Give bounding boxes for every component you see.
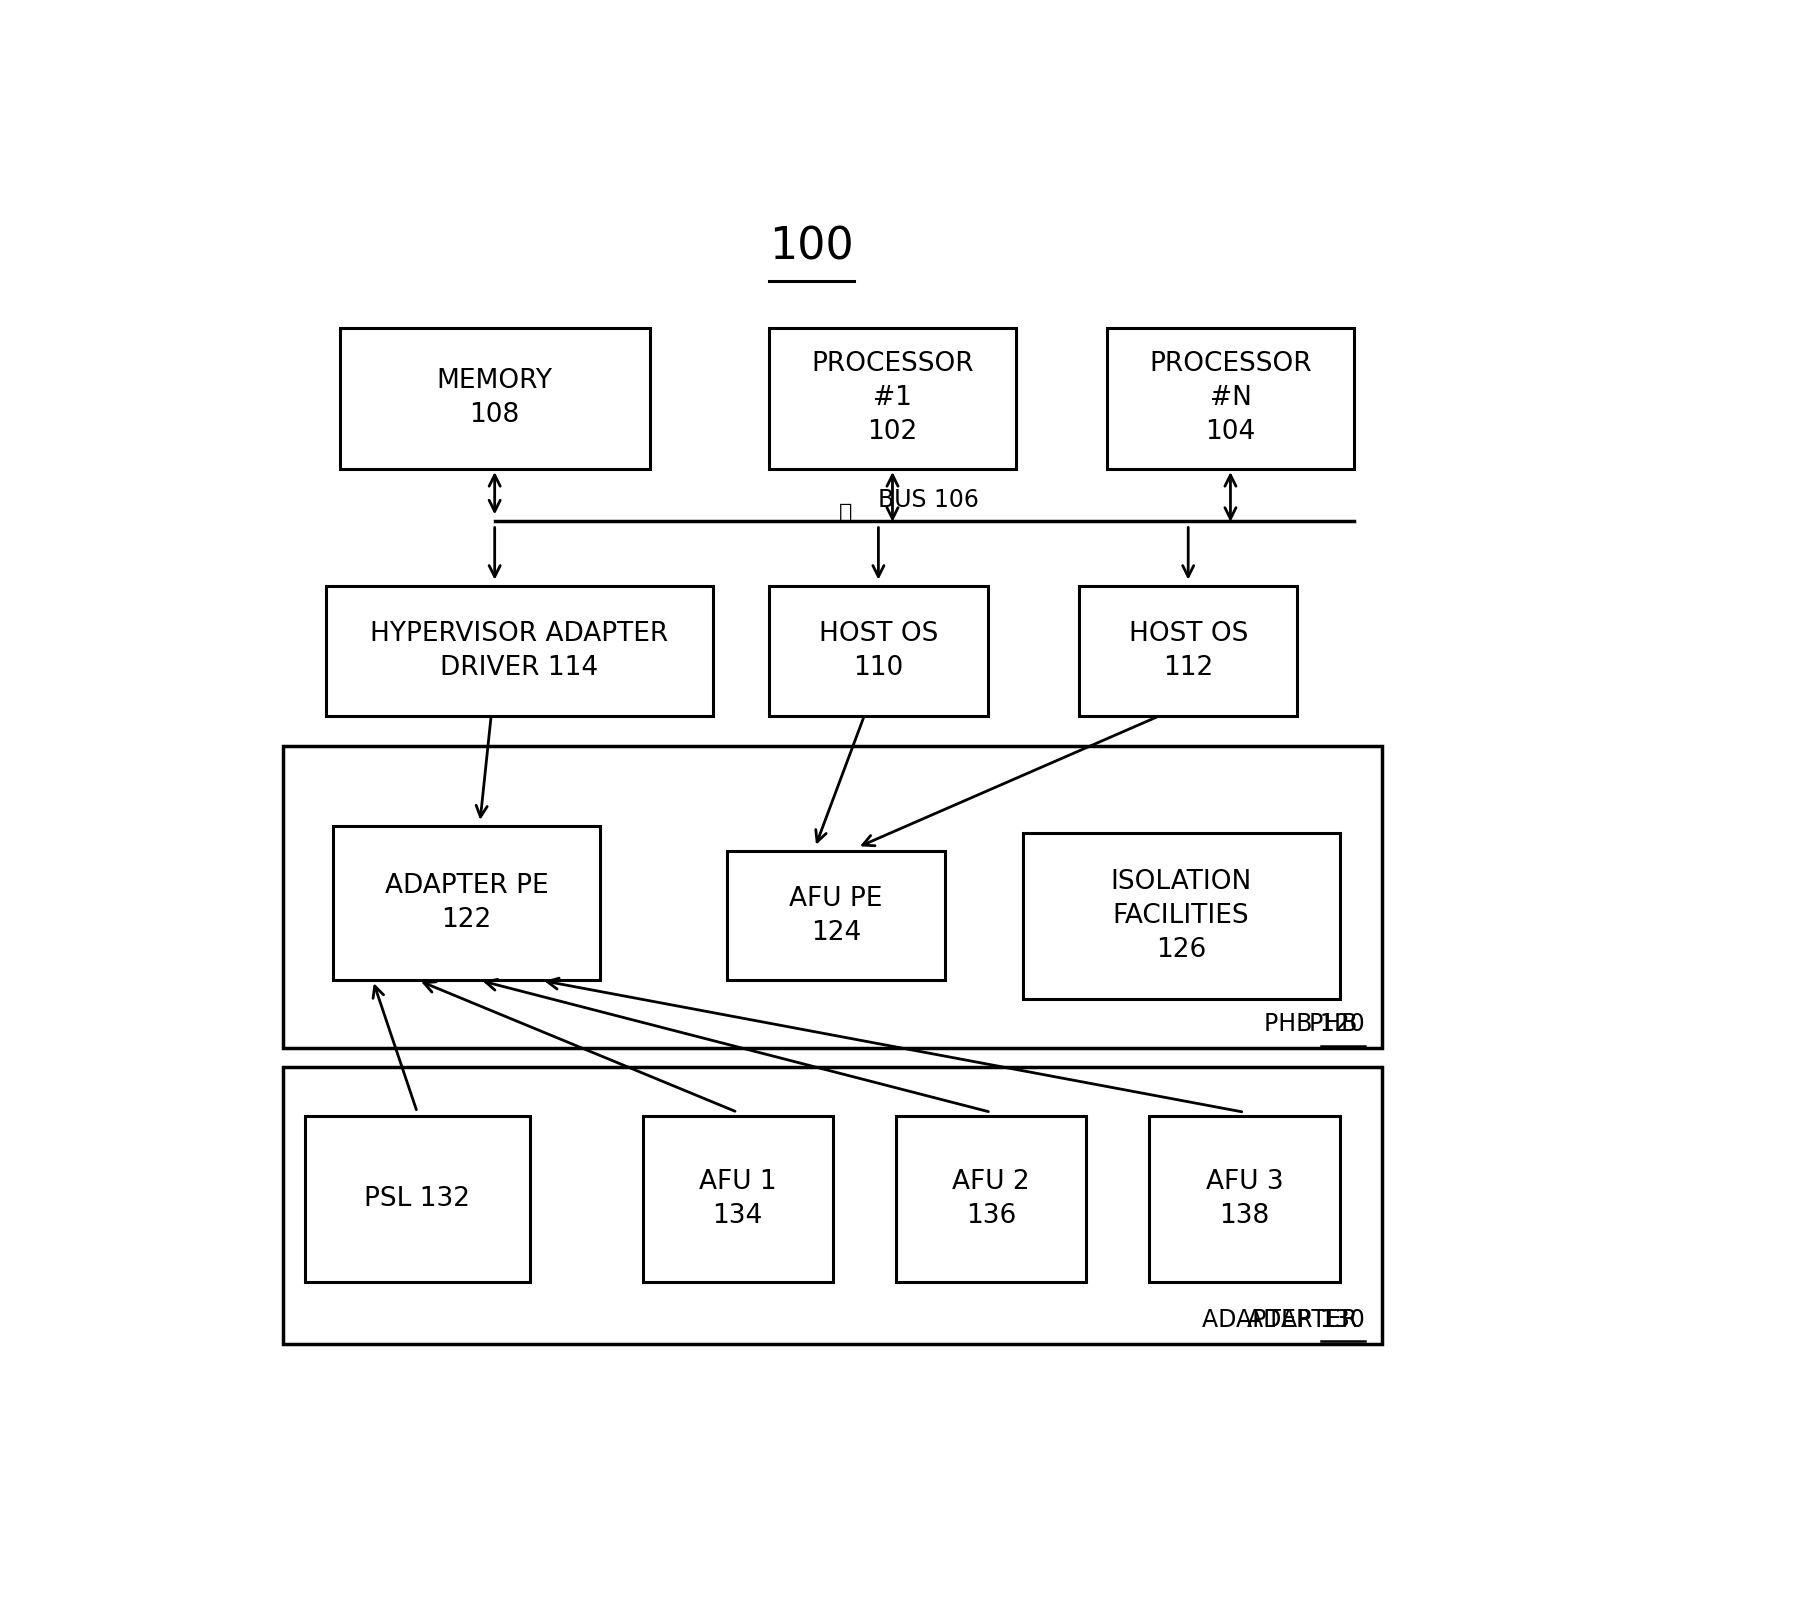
Bar — [727, 851, 945, 981]
Bar — [1023, 832, 1339, 998]
Bar — [340, 328, 650, 469]
Text: PROCESSOR
#N
104: PROCESSOR #N 104 — [1148, 352, 1312, 445]
Text: PROCESSOR
#1
102: PROCESSOR #1 102 — [810, 352, 974, 445]
Text: PHB 120: PHB 120 — [1265, 1011, 1365, 1035]
Text: AFU 2
136: AFU 2 136 — [952, 1170, 1030, 1229]
Text: 100: 100 — [769, 226, 854, 269]
Text: ADAPTER PE
122: ADAPTER PE 122 — [385, 874, 549, 933]
Text: ADAPTER: ADAPTER — [1246, 1307, 1365, 1331]
Bar — [896, 1117, 1087, 1282]
Text: AFU 1
134: AFU 1 134 — [700, 1170, 776, 1229]
Text: HOST OS
110: HOST OS 110 — [819, 621, 938, 682]
Text: ADAPTER 130: ADAPTER 130 — [1203, 1307, 1365, 1331]
Text: ⌢: ⌢ — [839, 504, 852, 523]
Text: PSL 132: PSL 132 — [363, 1186, 471, 1213]
Bar — [769, 586, 988, 715]
Text: AFU PE
124: AFU PE 124 — [789, 886, 883, 946]
Bar — [283, 1067, 1383, 1344]
Text: MEMORY
108: MEMORY 108 — [436, 368, 552, 429]
Bar — [769, 328, 1016, 469]
Bar — [643, 1117, 832, 1282]
Text: HYPERVISOR ADAPTER
DRIVER 114: HYPERVISOR ADAPTER DRIVER 114 — [371, 621, 669, 682]
Text: ISOLATION
FACILITIES
126: ISOLATION FACILITIES 126 — [1110, 869, 1252, 963]
Text: AFU 3
138: AFU 3 138 — [1206, 1170, 1283, 1229]
Text: BUS 106: BUS 106 — [878, 488, 979, 512]
Bar — [283, 746, 1383, 1048]
Bar — [325, 586, 712, 715]
Bar — [305, 1117, 531, 1282]
Bar — [1150, 1117, 1339, 1282]
Bar — [1107, 328, 1354, 469]
Bar — [333, 827, 600, 981]
Bar — [1079, 586, 1297, 715]
Text: PHB: PHB — [1308, 1011, 1365, 1035]
Text: HOST OS
112: HOST OS 112 — [1128, 621, 1248, 682]
